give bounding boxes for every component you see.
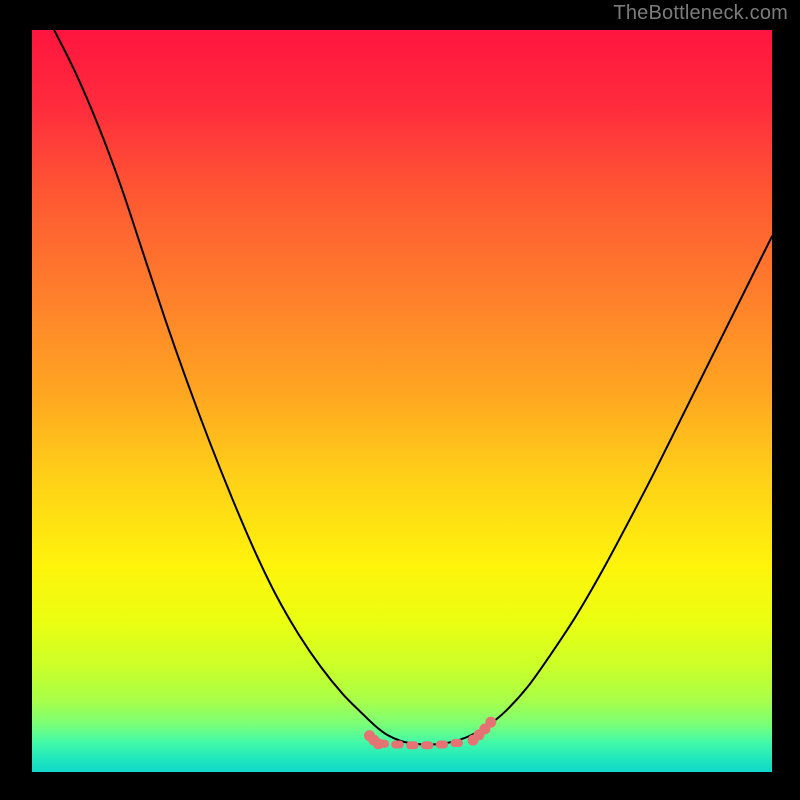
optimal-segment xyxy=(450,739,463,747)
optimal-segment xyxy=(406,741,419,749)
optimal-dot xyxy=(485,717,496,728)
optimal-segment xyxy=(421,741,434,749)
bottleneck-chart: TheBottleneck.com xyxy=(0,0,800,800)
watermark-text: TheBottleneck.com xyxy=(613,2,788,25)
optimal-segment xyxy=(436,741,449,749)
plot-area xyxy=(32,30,772,772)
optimal-segment xyxy=(391,741,404,749)
chart-svg-overlay xyxy=(32,30,772,772)
optimal-dot xyxy=(373,738,384,749)
bottleneck-curve xyxy=(54,30,772,745)
